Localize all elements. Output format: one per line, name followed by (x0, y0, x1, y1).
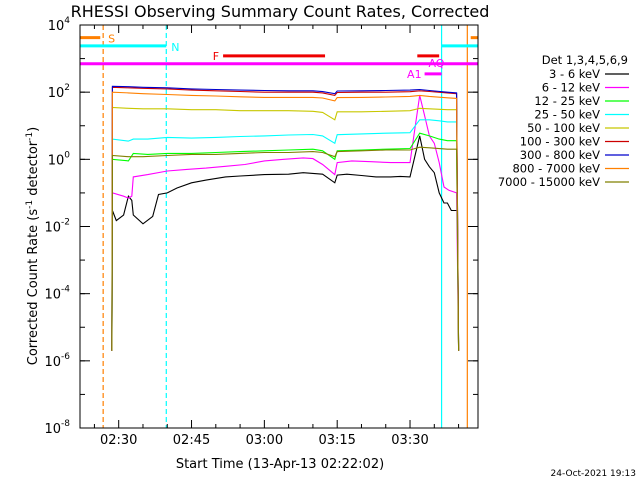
y-tick-exp-5: -6 (61, 352, 70, 362)
x-tick-label-4: 03:30 (391, 433, 428, 448)
legend-label-8: 7000 - 15000 keV (498, 175, 600, 189)
y-tick-base-0: 10 (48, 19, 65, 34)
flag-label-f: F (213, 50, 219, 63)
x-tick-label-2: 03:00 (246, 433, 283, 448)
series-line-4 (111, 106, 460, 351)
y-tick-label-4: 10-4 (44, 285, 70, 303)
y-tick-label-1: 102 (48, 83, 70, 101)
legend-label-2: 12 - 25 keV (534, 94, 600, 108)
legend-label-7: 800 - 7000 keV (512, 162, 600, 176)
legend-title: Det 1,3,4,5,6,9 (542, 53, 628, 67)
x-tick-label-1: 02:45 (173, 433, 210, 448)
series-line-8 (111, 146, 460, 351)
legend-label-3: 25 - 50 keV (534, 108, 600, 122)
y-axis-label-mid: detector (26, 140, 41, 200)
y-tick-exp-1: 2 (64, 83, 70, 93)
y-tick-exp-4: -4 (61, 285, 70, 295)
x-axis: 02:30 02:45 03:00 03:15 03:30 (93, 25, 460, 448)
x-tick-label-0: 02:30 (100, 433, 137, 448)
series-line-5 (111, 86, 460, 351)
series-line-0 (111, 135, 457, 351)
flag-label-n: N (171, 41, 179, 54)
y-axis-label: Corrected Count Rate (s-1 detector-1) (25, 127, 41, 365)
legend-label-5: 100 - 300 keV (520, 135, 600, 149)
y-tick-base-3: 10 (44, 221, 61, 236)
y-tick-base-5: 10 (44, 355, 61, 370)
y-tick-exp-2: 0 (64, 150, 70, 160)
y-tick-label-5: 10-6 (44, 352, 70, 370)
series-line-2 (111, 132, 460, 351)
x-tick-label-3: 03:15 (318, 433, 355, 448)
plot-frame (79, 24, 479, 429)
y-axis-label-main: Corrected Count Rate (s (26, 209, 41, 366)
y-tick-label-0: 104 (48, 16, 71, 34)
y-tick-base-6: 10 (44, 422, 61, 437)
legend-label-6: 300 - 800 keV (520, 148, 600, 162)
y-tick-exp-0: 4 (64, 16, 70, 26)
x-axis-label: Start Time (13-Apr-13 02:22:02) (176, 457, 384, 472)
series-line-6 (111, 85, 460, 351)
series-line-1 (111, 95, 460, 351)
y-axis-label-sup2: -1 (25, 132, 35, 141)
series-line-3 (111, 119, 460, 351)
flag-label-aq: AQ (428, 57, 444, 70)
y-tick-base-4: 10 (44, 288, 61, 303)
flag-label-s: S (108, 33, 115, 46)
y-tick-exp-6: -8 (61, 419, 70, 429)
legend-label-4: 50 - 100 keV (527, 121, 600, 135)
y-tick-label-2: 100 (48, 150, 71, 168)
legend-label-1: 6 - 12 keV (542, 81, 600, 95)
y-tick-label-6: 10-8 (44, 419, 70, 437)
series-line-7 (111, 91, 460, 351)
y-tick-exp-3: -2 (61, 218, 70, 228)
flag-label-a1: A1 (407, 68, 422, 81)
y-tick-base-1: 10 (48, 86, 65, 101)
timestamp: 24-Oct-2021 19:13 (551, 469, 636, 479)
y-axis-label-end: ) (26, 127, 41, 132)
plot-area: S N F AQ A1 (79, 24, 479, 429)
y-tick-base-2: 10 (48, 153, 65, 168)
y-tick-label-3: 10-2 (44, 218, 70, 236)
y-axis-label-sup1: -1 (25, 200, 35, 209)
legend-label-0: 3 - 6 keV (549, 67, 600, 81)
chart-title: RHESSI Observing Summary Count Rates, Co… (71, 2, 490, 21)
